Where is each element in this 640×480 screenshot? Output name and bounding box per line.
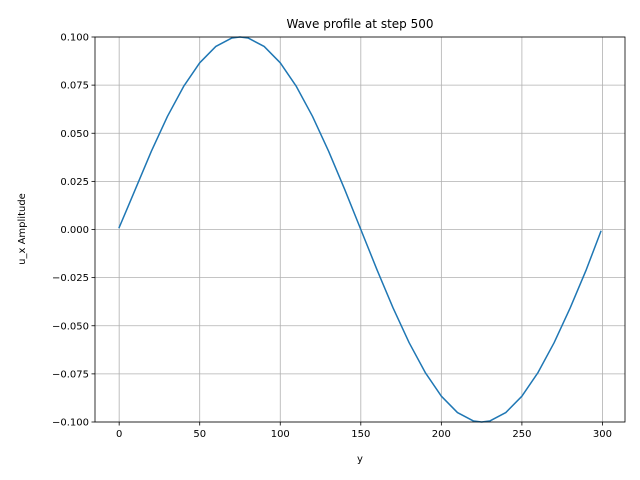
- x-axis-label: y: [357, 454, 363, 465]
- y-tick-label: −0.075: [52, 369, 89, 380]
- x-axis-ticks: 0 50 100 150 200 250 300: [116, 422, 612, 440]
- x-tick-label: 0: [116, 429, 122, 440]
- y-tick-label: 0.025: [60, 177, 89, 188]
- y-tick-label: −0.025: [52, 273, 89, 284]
- series-layer: [118, 36, 602, 423]
- x-tick-label: 200: [432, 429, 451, 440]
- chart-title: Wave profile at step 500: [286, 17, 433, 31]
- x-tick-label: 300: [593, 429, 612, 440]
- y-tick-label: −0.050: [52, 321, 89, 332]
- x-tick-label: 100: [271, 429, 290, 440]
- y-tick-label: −0.100: [52, 418, 89, 429]
- x-tick-label: 150: [351, 429, 370, 440]
- y-axis-label: u_x Amplitude: [17, 193, 28, 265]
- x-tick-label: 250: [512, 429, 531, 440]
- y-tick-label: 0.050: [60, 129, 89, 140]
- x-tick-label: 50: [193, 429, 206, 440]
- y-axis-ticks: −0.100 −0.075 −0.050 −0.025 0.000 0.025 0.050 0…: [52, 33, 95, 429]
- grid: [95, 36, 625, 423]
- y-tick-label: 0.075: [60, 81, 89, 92]
- y-tick-label: 0.100: [60, 33, 89, 44]
- series-line: [118, 36, 602, 423]
- y-tick-label: 0.000: [60, 225, 89, 236]
